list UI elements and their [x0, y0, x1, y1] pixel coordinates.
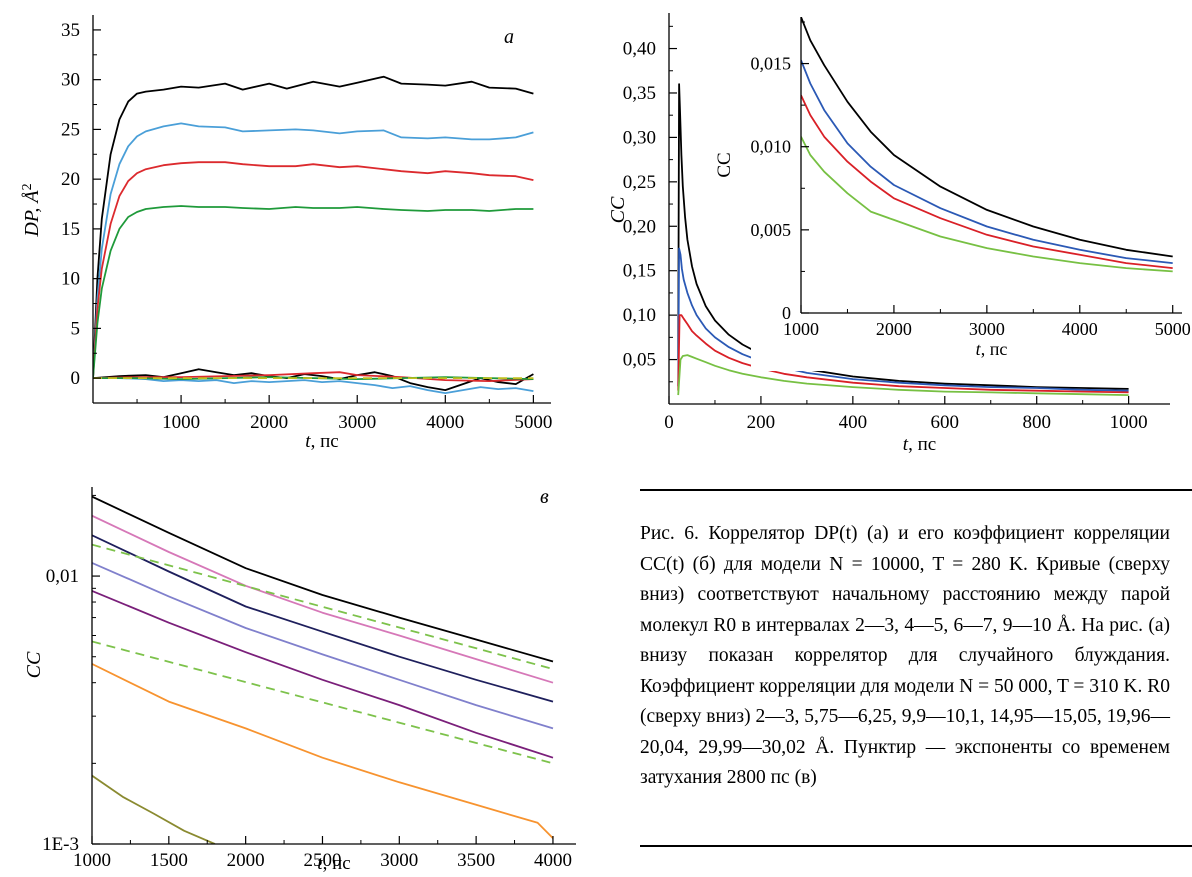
x-tick-label: 200	[747, 412, 776, 433]
series-line-4	[801, 136, 1173, 273]
y-tick-label: 20	[61, 169, 80, 190]
panel-b-chart: 0 200 400 600 800 1000 0,05 0,10 0,15 0,20 0,25 0,3…	[607, 13, 1170, 455]
x-axis-label: t, пс	[976, 339, 1008, 359]
x-tick-label: 3000	[380, 850, 418, 871]
x-tick-label: 3500	[457, 850, 495, 871]
x-tick-label: 1500	[150, 850, 188, 871]
y-tick-label: 35	[61, 20, 80, 41]
panel-label: а	[504, 26, 514, 48]
y-tick-label: 0,015	[751, 54, 792, 74]
y-tick-label: 0,25	[623, 172, 656, 193]
y-tick-label: 0,10	[623, 305, 656, 326]
y-tick-label: 0,05	[623, 350, 656, 371]
x-tick-label: 1000	[73, 850, 111, 871]
x-tick-label: 5000	[1155, 319, 1191, 339]
panel-a-chart: 1000 2000 3000 4000 5000 0 5 10 15 20 25 30 35 t, пс D…	[20, 15, 552, 452]
y-axis-label: CC	[714, 152, 735, 177]
series-line-2	[801, 59, 1173, 264]
x-axis-label: t, пс	[305, 431, 338, 452]
y-axis-label: CC	[607, 196, 629, 223]
panel-b-inset-chart: 1000 2000 3000 4000 5000 0 0,005 0,010 0,015 t, п…	[714, 13, 1191, 371]
series-line-7	[93, 371, 534, 383]
x-tick-label: 4000	[426, 412, 464, 433]
x-tick-label: 4000	[534, 850, 572, 871]
series-group	[92, 495, 554, 844]
series-line-2	[92, 514, 554, 684]
series-line-3	[677, 314, 1129, 394]
y-tick-label: 5	[71, 318, 81, 339]
series-line-2	[93, 122, 534, 379]
x-tick-label: 400	[839, 412, 868, 433]
y-axis-label: DP, Å2	[20, 183, 43, 237]
panel-label: в	[540, 486, 549, 508]
series-line-4	[677, 354, 1129, 396]
series-line-8	[92, 543, 554, 670]
y-tick-label: 0,40	[623, 39, 656, 60]
series-line-6	[92, 663, 554, 839]
panel-v-chart: 1000 1500 2000 2500 3000 3500 4000 1E-3 0,01 t, п…	[23, 486, 576, 874]
y-tick-label: 25	[61, 119, 80, 140]
x-axis-label: t, пс	[317, 853, 350, 874]
x-tick-label: 600	[931, 412, 960, 433]
y-tick-label: 0,010	[751, 137, 792, 157]
series-line-6	[93, 377, 534, 395]
inset-background	[751, 13, 1190, 371]
series-line-3	[93, 161, 534, 379]
series-line-1	[677, 83, 1129, 390]
x-tick-label: 5000	[514, 412, 552, 433]
y-tick-label: 0,20	[623, 216, 656, 237]
x-tick-label: 1000	[783, 319, 819, 339]
y-tick-label: 0,15	[623, 261, 656, 282]
y-tick-label: 0	[782, 303, 791, 323]
series-line-5	[92, 590, 554, 759]
y-tick-label: 30	[61, 70, 80, 91]
y-tick-label: 10	[61, 269, 80, 290]
x-tick-label: 3000	[338, 412, 376, 433]
x-tick-label: 3000	[969, 319, 1005, 339]
x-axis-label: t, пс	[903, 434, 936, 455]
x-tick-label: 2500	[303, 850, 341, 871]
series-line-9	[92, 640, 554, 765]
series-line-5	[93, 368, 534, 392]
series-line-7	[92, 774, 216, 844]
y-tick-label: 1E-3	[42, 834, 79, 855]
series-line-4	[93, 205, 534, 379]
caption-text: Рис. 6. Коррелятор DP(t) (а) и его коэфф…	[640, 523, 1171, 788]
series-line-2	[677, 247, 1129, 392]
caption-bottom-rule	[640, 845, 1192, 847]
y-tick-label: 15	[61, 219, 80, 240]
y-tick-label: 0,01	[46, 566, 79, 587]
series-line-1	[92, 495, 554, 663]
x-tick-label: 2000	[250, 412, 288, 433]
series-group	[801, 17, 1173, 273]
x-tick-label: 2000	[876, 319, 912, 339]
x-tick-label: 2000	[227, 850, 265, 871]
series-group	[93, 75, 534, 395]
x-tick-label: 0	[664, 412, 674, 433]
series-line-3	[801, 94, 1173, 269]
series-line-1	[93, 75, 534, 379]
y-tick-label: 0,005	[751, 220, 792, 240]
y-tick-label: 0	[71, 368, 81, 389]
caption-top-rule	[640, 489, 1192, 491]
y-axis-label: CC	[23, 651, 45, 678]
x-tick-label: 1000	[162, 412, 200, 433]
series-line-1	[801, 17, 1173, 258]
y-tick-label: 0,30	[623, 127, 656, 148]
series-line-4	[92, 562, 554, 730]
figure-caption: Рис. 6. Коррелятор DP(t) (а) и его коэфф…	[640, 489, 1192, 849]
series-group	[677, 83, 1129, 396]
y-tick-label: 0,35	[623, 83, 656, 104]
x-tick-label: 1000	[1110, 412, 1148, 433]
series-line-3	[92, 534, 554, 703]
x-tick-label: 4000	[1062, 319, 1098, 339]
x-tick-label: 800	[1022, 412, 1051, 433]
